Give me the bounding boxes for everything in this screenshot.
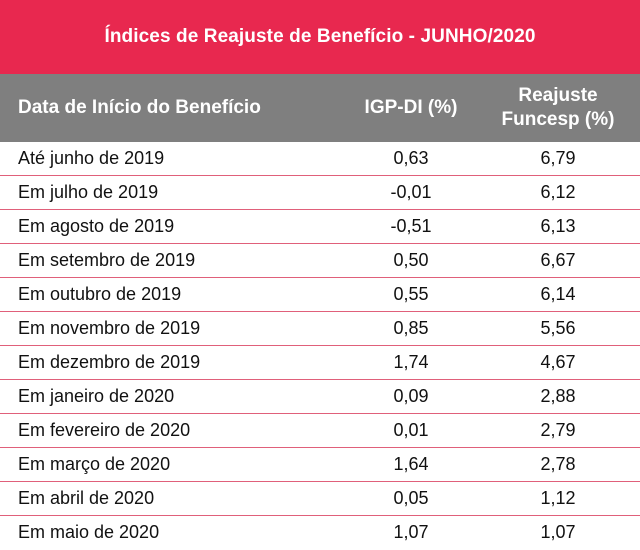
row-reajuste-value: 2,88 xyxy=(540,386,576,406)
header-igpdi: IGP-DI (%) xyxy=(364,97,458,118)
table-row: Até junho de 2019 0,63 6,79 xyxy=(0,142,640,176)
row-reajuste-value: 1,12 xyxy=(540,488,576,508)
row-start-date: Em maio de 2020 xyxy=(18,522,160,542)
row-start-date: Em fevereiro de 2020 xyxy=(18,420,191,440)
row-igpdi-value: 0,05 xyxy=(393,488,429,508)
table-row: Em agosto de 2019 -0,51 6,13 xyxy=(0,210,640,244)
row-start-date: Em abril de 2020 xyxy=(18,488,155,508)
table-row: Em outubro de 2019 0,55 6,14 xyxy=(0,278,640,312)
header-reajuste-line2: Funcesp (%) xyxy=(501,109,615,130)
table-row: Em dezembro de 2019 1,74 4,67 xyxy=(0,346,640,380)
row-igpdi-value: 0,50 xyxy=(393,250,429,270)
table-row: Em março de 2020 1,64 2,78 xyxy=(0,448,640,482)
row-start-date: Em agosto de 2019 xyxy=(18,216,175,236)
table-title: Índices de Reajuste de Benefício - JUNHO… xyxy=(104,26,536,47)
table-body: Até junho de 2019 0,63 6,79 Em julho de 201… xyxy=(0,142,640,550)
row-igpdi-value: 0,01 xyxy=(393,420,429,440)
header-reajuste: Reajuste Funcesp (%) xyxy=(476,74,640,142)
row-reajuste-value: 6,12 xyxy=(540,182,576,202)
row-igpdi-value: 1,07 xyxy=(393,522,429,542)
row-start-date: Em janeiro de 2020 xyxy=(18,386,175,406)
row-reajuste-value: 6,13 xyxy=(540,216,576,236)
row-start-date: Em dezembro de 2019 xyxy=(18,352,201,372)
row-reajuste-value: 5,56 xyxy=(540,318,576,338)
row-reajuste-value: 6,67 xyxy=(540,250,576,270)
row-start-date: Em novembro de 2019 xyxy=(18,318,201,338)
table-title-bar: Índices de Reajuste de Benefício - JUNHO… xyxy=(0,0,640,74)
row-reajuste-value: 4,67 xyxy=(540,352,576,372)
table-row: Em janeiro de 2020 0,09 2,88 xyxy=(0,380,640,414)
row-reajuste-value: 1,07 xyxy=(540,522,576,542)
row-igpdi-value: 0,85 xyxy=(393,318,429,338)
table-row: Em setembro de 2019 0,50 6,67 xyxy=(0,244,640,278)
row-igpdi-value: 1,74 xyxy=(393,352,429,372)
row-igpdi-value: 1,64 xyxy=(393,454,429,474)
row-start-date: Em julho de 2019 xyxy=(18,182,159,202)
table-header-row: Data de Início do Benefício IGP-DI (%) R… xyxy=(0,74,640,142)
row-igpdi-value: -0,51 xyxy=(390,216,432,236)
row-reajuste-value: 2,78 xyxy=(540,454,576,474)
row-reajuste-value: 6,79 xyxy=(540,148,576,168)
table-row: Em novembro de 2019 0,85 5,56 xyxy=(0,312,640,346)
row-start-date: Em setembro de 2019 xyxy=(18,250,196,270)
row-igpdi-value: 0,63 xyxy=(393,148,429,168)
table-row: Em maio de 2020 1,07 1,07 xyxy=(0,516,640,550)
row-start-date: Em março de 2020 xyxy=(18,454,171,474)
row-igpdi-value: 0,09 xyxy=(393,386,429,406)
row-igpdi-value: 0,55 xyxy=(393,284,429,304)
row-reajuste-value: 2,79 xyxy=(540,420,576,440)
row-igpdi-value: -0,01 xyxy=(390,182,432,202)
header-reajuste-line1: Reajuste xyxy=(518,85,598,106)
table-row: Em abril de 2020 0,05 1,12 xyxy=(0,482,640,516)
table-row: Em fevereiro de 2020 0,01 2,79 xyxy=(0,414,640,448)
row-start-date: Em outubro de 2019 xyxy=(18,284,182,304)
header-start-date: Data de Início do Benefício xyxy=(18,97,261,118)
row-reajuste-value: 6,14 xyxy=(540,284,576,304)
row-start-date: Até junho de 2019 xyxy=(18,148,165,168)
table-row: Em julho de 2019 -0,01 6,12 xyxy=(0,176,640,210)
